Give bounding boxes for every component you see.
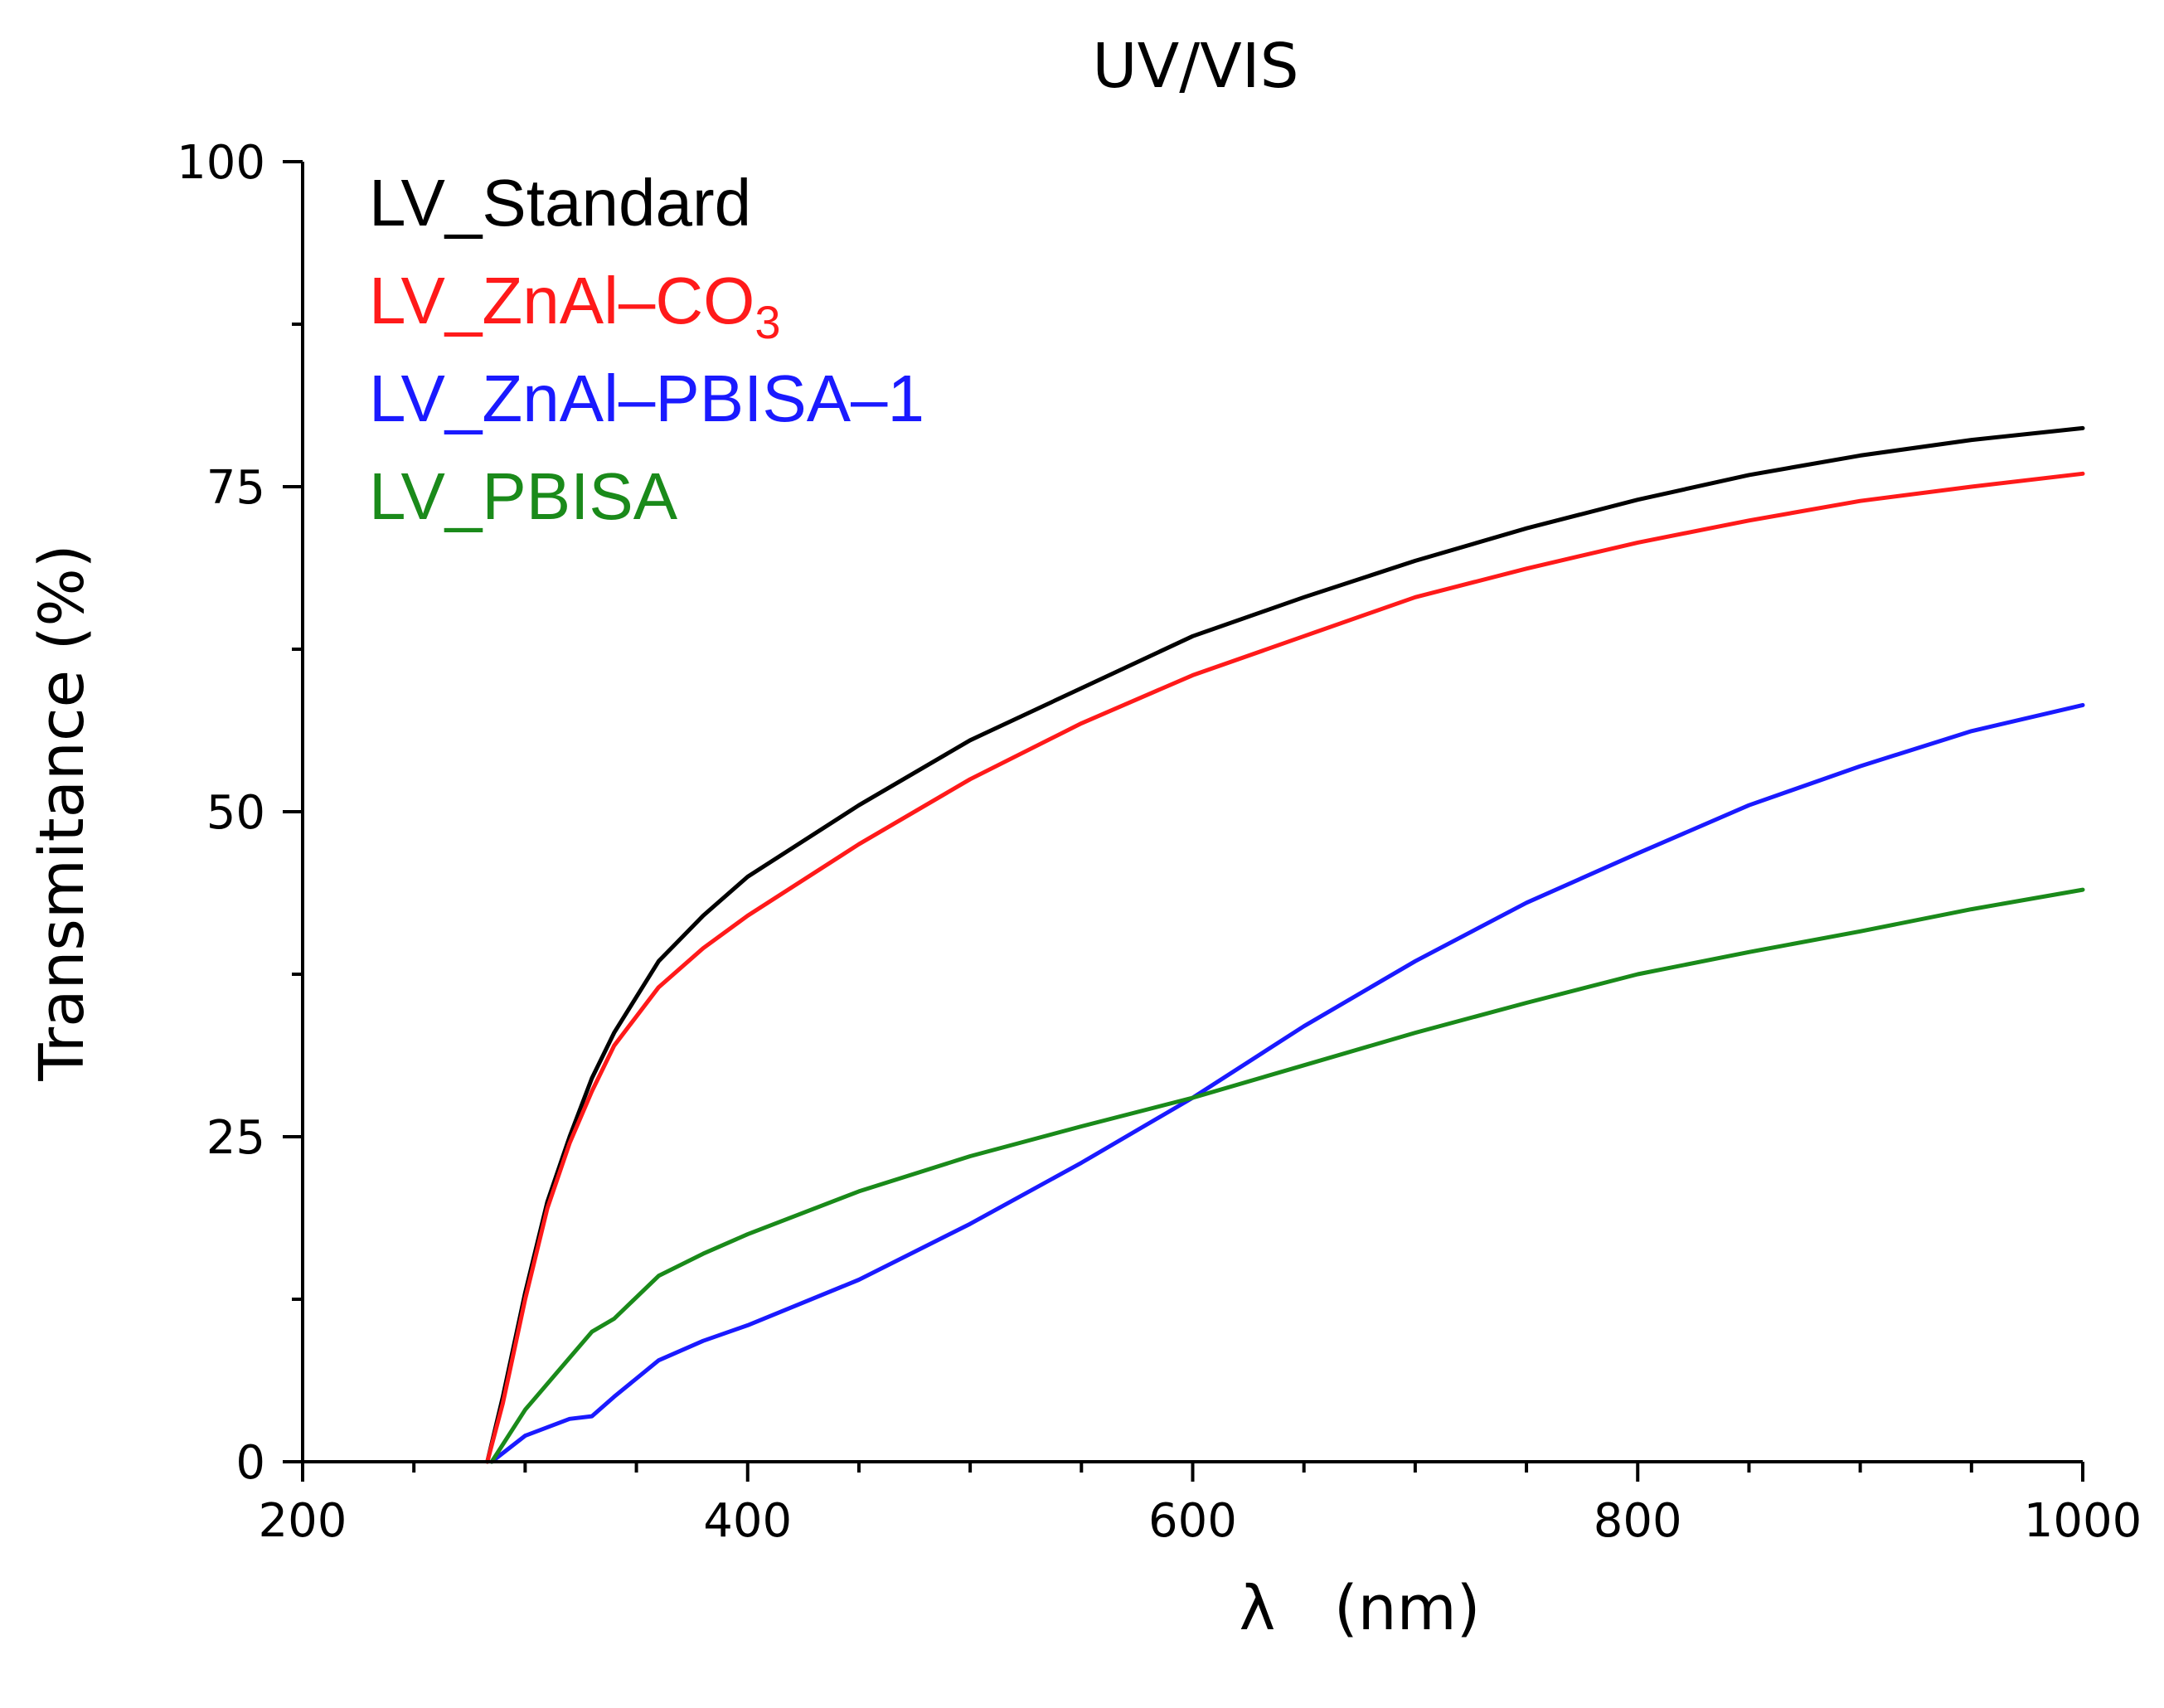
legend-entry-3: LV_PBISA [369,459,678,533]
legend-label: LV_ZnAl–CO [369,264,754,337]
series-line-2 [489,702,2085,1464]
legend-entry-0: LV_Standard [369,166,751,240]
series-line-3 [489,887,2085,1464]
y-tick-label: 0 [235,1436,265,1490]
legend-label: LV_PBISA [369,459,678,533]
x-tick-label: 200 [259,1494,347,1548]
x-axis-label: λ (nm) [1239,1573,1480,1644]
legend-entry-2: LV_ZnAl–PBISA–1 [369,361,924,435]
y-axis-label: Transmitance (%) [27,544,98,1081]
series-line-0 [485,425,2085,1464]
chart-title: UV/VIS [1092,31,1298,102]
legend-label: LV_Standard [369,166,751,240]
legend-entry-1: LV_ZnAl–CO3 [369,264,781,348]
legend: LV_Standard LV_ZnAl–CO3 LV_ZnAl–PBISA–1 LV_… [369,166,924,533]
legend-label: LV_ZnAl–PBISA–1 [369,361,924,435]
x-tick-label: 400 [703,1494,792,1548]
legend-subscript: 3 [754,296,780,348]
y-tick-label: 100 [177,136,265,190]
axis-ticks: 200 400 600 800 1000 0 25 50 75 100 [177,136,2142,1548]
x-tick-label: 800 [1594,1494,1682,1548]
x-tick-label: 600 [1148,1494,1237,1548]
y-tick-label: 50 [206,786,265,840]
y-tick-label: 25 [206,1111,265,1165]
series-layer [485,425,2085,1464]
y-tick-label: 75 [206,461,265,515]
x-tick-label: 1000 [2024,1494,2142,1548]
series-line-1 [485,471,2085,1464]
